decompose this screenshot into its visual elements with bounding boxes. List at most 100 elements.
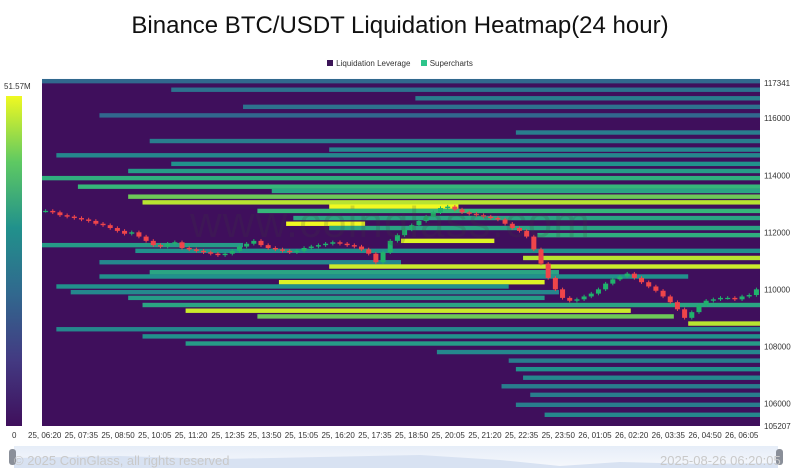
footer-timestamp: 2025-08-26 06:20:05: [660, 453, 781, 468]
candle-body-26: [229, 250, 235, 254]
candle-body-7: [93, 220, 99, 224]
candle-body-48: [387, 240, 393, 253]
x-tick-label-18: 26, 04:50: [688, 431, 722, 440]
candle-body-1: [50, 210, 56, 213]
legend-swatch-supercharts: [420, 60, 427, 66]
candle-body-74: [574, 299, 580, 301]
y-tick-label-2: 114000: [764, 171, 791, 180]
x-tick-label-12: 25, 21:20: [468, 431, 502, 440]
candle-body-41: [337, 242, 343, 244]
candle-body-53: [423, 216, 429, 221]
liquidation-band-12: [77, 184, 760, 189]
candle-body-59: [466, 212, 472, 214]
candle-body-57: [452, 206, 458, 210]
candle-body-86: [660, 290, 666, 297]
liquidation-band-16: [329, 204, 459, 209]
candle-body-64: [502, 219, 508, 224]
candle-body-94: [717, 297, 724, 300]
candle-body-8: [100, 223, 106, 226]
liquidation-band-28: [149, 270, 559, 275]
liquidation-bands: [42, 78, 761, 417]
candle-body-78: [603, 283, 609, 290]
liquidation-band-46: [530, 392, 760, 398]
x-tick-label-4: 25, 11:20: [175, 431, 208, 440]
scale-max-label: 51.57M: [4, 82, 31, 91]
candle-body-46: [373, 253, 379, 263]
candle-body-99: [753, 289, 759, 296]
candle-body-71: [552, 277, 558, 290]
candle-body-52: [416, 220, 422, 226]
candle-body-0: [43, 210, 49, 213]
liquidation-band-42: [508, 358, 760, 363]
liquidation-band-43: [515, 366, 760, 372]
liquidation-band-47: [515, 402, 760, 408]
candle-body-9: [107, 225, 113, 229]
x-tick-label-13: 25, 22:35: [505, 431, 539, 440]
candle-body-91: [696, 305, 702, 313]
candle-body-19: [179, 242, 185, 248]
liquidation-band-15: [142, 200, 760, 205]
candle-body-47: [380, 252, 386, 263]
candle-body-38: [315, 245, 321, 247]
candle-body-11: [122, 230, 128, 234]
liquidation-band-21: [537, 232, 760, 238]
liquidation-band-23: [42, 242, 244, 248]
candle-body-92: [703, 300, 709, 306]
candle-body-56: [445, 206, 451, 209]
liquidation-band-0: [42, 78, 760, 84]
liquidation-band-24: [135, 248, 761, 254]
candle-body-10: [114, 228, 120, 231]
chart-legend: Liquidation Leverage Supercharts: [0, 59, 800, 68]
liquidation-band-19: [286, 221, 366, 226]
candle-body-4: [71, 216, 77, 219]
y-axis-ticks: 117341 116000 114000 112000 110000 108000 1060…: [764, 79, 791, 431]
liquidation-band-8: [56, 153, 761, 158]
legend-item-liquidation-leverage[interactable]: Liquidation Leverage: [327, 59, 410, 68]
candle-body-2: [57, 212, 63, 216]
candle-body-80: [617, 276, 623, 280]
x-tick-label-10: 25, 18:50: [395, 431, 429, 440]
liquidation-band-13: [271, 188, 760, 194]
navigator-left-handle[interactable]: [9, 449, 16, 465]
y-tick-label-3: 112000: [764, 228, 791, 237]
candle-body-15: [150, 240, 156, 246]
candle-body-33: [280, 249, 286, 251]
legend-item-supercharts[interactable]: Supercharts: [420, 59, 473, 68]
liquidation-band-34: [142, 302, 760, 308]
candle-body-3: [64, 215, 70, 217]
candle-body-54: [430, 212, 436, 217]
liquidation-band-9: [171, 161, 761, 167]
candle-body-65: [509, 223, 515, 229]
navigator-right-handle[interactable]: [776, 449, 783, 465]
x-tick-label-19: 26, 06:05: [725, 431, 759, 440]
candle-body-34: [287, 250, 293, 253]
candle-body-28: [244, 243, 250, 247]
candle-body-20: [186, 247, 192, 250]
candle-body-36: [301, 247, 307, 251]
x-tick-label-8: 25, 16:20: [321, 431, 355, 440]
candle-body-22: [201, 250, 207, 253]
liquidation-band-3: [243, 104, 761, 110]
candle-body-51: [409, 225, 415, 230]
candle-body-69: [538, 249, 544, 264]
candle-body-17: [165, 243, 171, 247]
candle-body-75: [581, 296, 587, 300]
candle-body-30: [258, 240, 264, 246]
legend-swatch-liquidation-leverage: [327, 60, 334, 66]
candle-body-72: [560, 289, 566, 298]
x-tick-label-0: 25, 06:20: [28, 431, 62, 440]
candle-body-79: [610, 279, 616, 284]
candle-body-62: [488, 216, 494, 219]
liquidation-band-26: [99, 260, 401, 265]
x-axis-ticks: 25, 06:20 25, 07:35 25, 08:50 25, 10:05 25, …: [28, 431, 759, 440]
candle-body-73: [567, 297, 573, 301]
liquidation-band-1: [171, 87, 761, 92]
liquidation-band-6: [149, 138, 760, 144]
candle-body-49: [394, 235, 400, 241]
candle-body-37: [308, 246, 314, 248]
candle-body-87: [667, 296, 673, 303]
candle-body-14: [143, 236, 149, 241]
scale-min-label: 0: [12, 431, 17, 440]
x-tick-label-2: 25, 08:50: [101, 431, 135, 440]
